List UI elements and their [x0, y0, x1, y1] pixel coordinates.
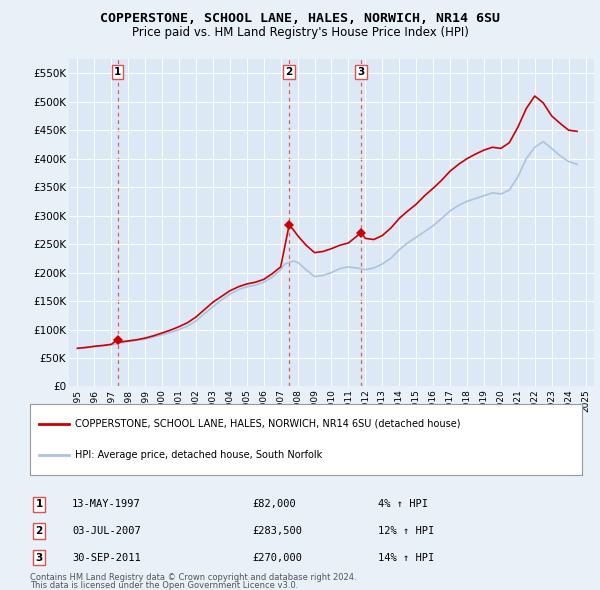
- Text: 13-MAY-1997: 13-MAY-1997: [72, 500, 141, 509]
- Text: COPPERSTONE, SCHOOL LANE, HALES, NORWICH, NR14 6SU: COPPERSTONE, SCHOOL LANE, HALES, NORWICH…: [100, 12, 500, 25]
- Text: £270,000: £270,000: [252, 553, 302, 562]
- Text: 4% ↑ HPI: 4% ↑ HPI: [378, 500, 428, 509]
- Text: 03-JUL-2007: 03-JUL-2007: [72, 526, 141, 536]
- Text: 2: 2: [35, 526, 43, 536]
- Text: COPPERSTONE, SCHOOL LANE, HALES, NORWICH, NR14 6SU (detached house): COPPERSTONE, SCHOOL LANE, HALES, NORWICH…: [75, 419, 461, 429]
- Text: Contains HM Land Registry data © Crown copyright and database right 2024.: Contains HM Land Registry data © Crown c…: [30, 572, 356, 582]
- Text: 12% ↑ HPI: 12% ↑ HPI: [378, 526, 434, 536]
- Text: 3: 3: [35, 553, 43, 562]
- Text: £82,000: £82,000: [252, 500, 296, 509]
- Text: 3: 3: [358, 67, 365, 77]
- Text: HPI: Average price, detached house, South Norfolk: HPI: Average price, detached house, Sout…: [75, 450, 322, 460]
- Text: This data is licensed under the Open Government Licence v3.0.: This data is licensed under the Open Gov…: [30, 581, 298, 590]
- Text: £283,500: £283,500: [252, 526, 302, 536]
- Text: 30-SEP-2011: 30-SEP-2011: [72, 553, 141, 562]
- Text: 1: 1: [114, 67, 121, 77]
- Text: 2: 2: [286, 67, 293, 77]
- Text: Price paid vs. HM Land Registry's House Price Index (HPI): Price paid vs. HM Land Registry's House …: [131, 26, 469, 39]
- Text: 1: 1: [35, 500, 43, 509]
- Text: 14% ↑ HPI: 14% ↑ HPI: [378, 553, 434, 562]
